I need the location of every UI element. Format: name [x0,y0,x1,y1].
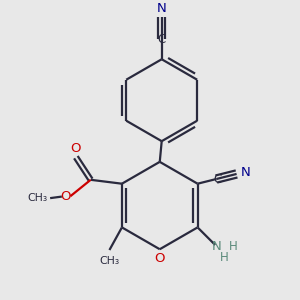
Text: O: O [154,253,165,266]
Text: C: C [158,33,166,46]
Text: N: N [157,2,166,15]
Text: O: O [61,190,71,203]
Text: N: N [212,240,222,253]
Text: O: O [70,142,80,155]
Text: CH₃: CH₃ [99,256,119,266]
Text: CH₃: CH₃ [28,193,48,203]
Text: N: N [240,166,250,179]
Text: H: H [229,240,238,253]
Text: H: H [220,251,229,264]
Text: C: C [213,173,221,186]
